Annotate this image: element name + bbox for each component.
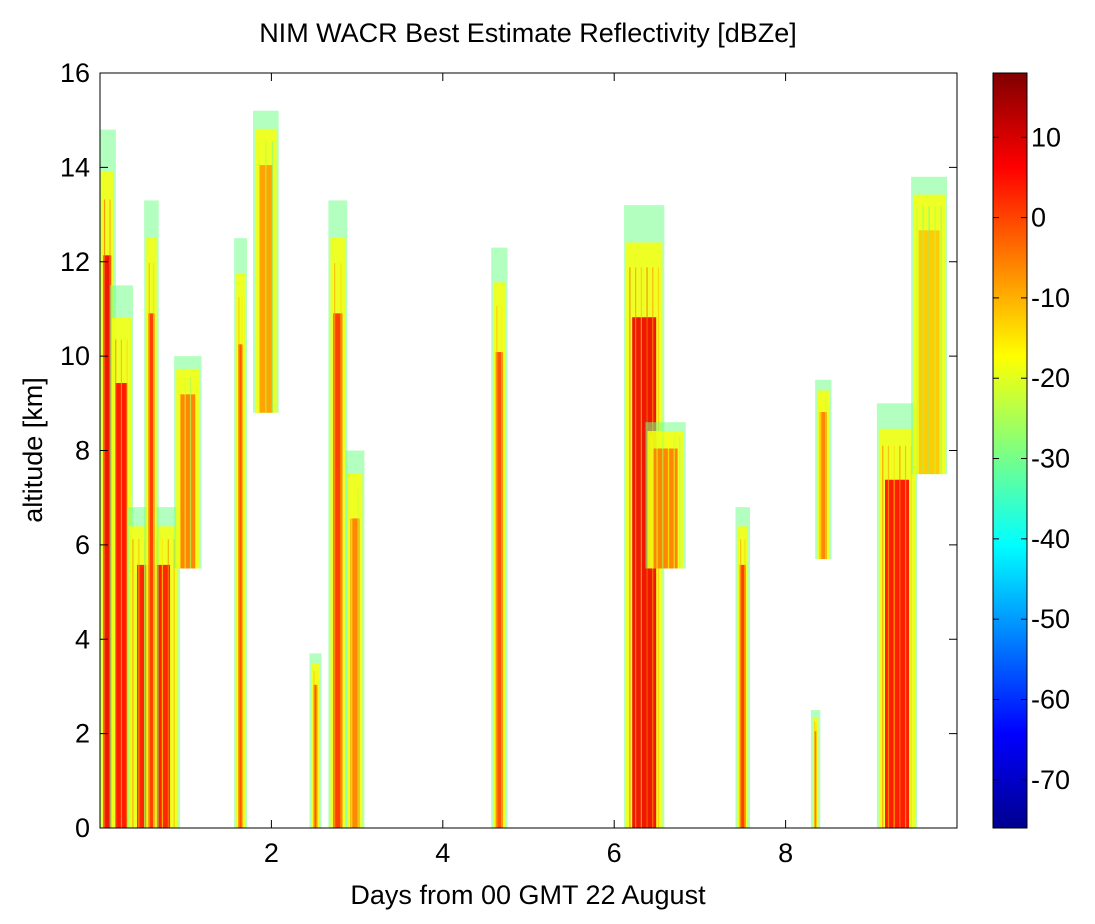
colorbar-tick-label: -50 [1031, 604, 1070, 634]
y-tick-label: 4 [75, 624, 90, 654]
echo-column-core [814, 731, 817, 828]
colorbar-tick-label: 0 [1031, 203, 1046, 233]
echo-column-core [238, 344, 243, 828]
x-tick-label: 2 [264, 838, 279, 868]
echo-columns [100, 110, 948, 828]
x-tick-label: 4 [435, 838, 450, 868]
echo-column-core [148, 313, 155, 828]
echo-column-core [313, 684, 318, 828]
echo-column-core [739, 564, 746, 828]
echo-column-core [819, 411, 827, 560]
y-tick-label: 0 [75, 813, 90, 843]
x-axis-ticks: 2 4 6 8 [264, 73, 793, 868]
echo-column-core [653, 448, 678, 569]
colorbar-tick-label: -40 [1031, 524, 1070, 554]
colorbar-tick-label: -10 [1031, 283, 1070, 313]
colorbar-ticks: 10 0 -10 -20 -30 -40 -50 -60 -70 [993, 122, 1070, 795]
echo-column-core [350, 518, 360, 828]
chart-title: NIM WACR Best Estimate Reflectivity [dBZ… [259, 18, 797, 48]
colorbar-tick-label: -70 [1031, 765, 1070, 795]
y-axis-ticks: 0 2 4 6 8 10 12 14 16 [60, 58, 957, 843]
y-tick-label: 12 [60, 247, 90, 277]
x-tick-label: 8 [778, 838, 793, 868]
y-axis-label: altitude [km] [18, 377, 48, 523]
echo-column-core [180, 394, 196, 569]
colorbar-tick-label: -60 [1031, 684, 1070, 714]
y-tick-label: 2 [75, 719, 90, 749]
echo-column-core [333, 313, 343, 828]
y-tick-label: 10 [60, 341, 90, 371]
echo-column-core [495, 352, 503, 828]
x-axis-label: Days from 00 GMT 22 August [350, 880, 706, 910]
y-tick-label: 14 [60, 152, 90, 182]
y-tick-label: 16 [60, 58, 90, 88]
y-tick-label: 6 [75, 530, 90, 560]
colorbar [992, 72, 1028, 829]
echo-column-core [885, 479, 910, 828]
colorbar-tick-label: -20 [1031, 363, 1070, 393]
colorbar-tick-label: -30 [1031, 444, 1070, 474]
colorbar-tick-label: 10 [1031, 122, 1061, 152]
echo-column-core [103, 255, 112, 828]
x-tick-label: 6 [607, 838, 622, 868]
y-tick-label: 8 [75, 436, 90, 466]
